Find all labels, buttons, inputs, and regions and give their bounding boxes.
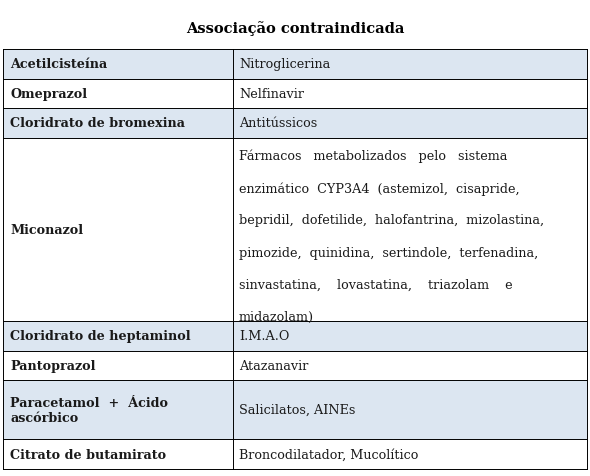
Text: sinvastatina,    lovastatina,    triazolam    e: sinvastatina, lovastatina, triazolam e [239, 278, 513, 291]
Text: pimozide,  quinidina,  sertindole,  terfenadina,: pimozide, quinidina, sertindole, terfena… [239, 246, 538, 259]
Text: Pantoprazol: Pantoprazol [10, 359, 96, 372]
Text: bepridil,  dofetilide,  halofantrina,  mizolastina,: bepridil, dofetilide, halofantrina, mizo… [239, 214, 544, 227]
Text: I.M.A.O: I.M.A.O [239, 329, 289, 343]
Text: Atazanavir: Atazanavir [239, 359, 309, 372]
Bar [3, 439, 587, 469]
Bar [3, 351, 587, 380]
Bar [3, 380, 587, 439]
Bar [3, 79, 587, 109]
Text: enzimático  CYP3A4  (astemizol,  cisapride,: enzimático CYP3A4 (astemizol, cisapride, [239, 182, 520, 195]
Bar [3, 109, 587, 139]
Text: Miconazol: Miconazol [10, 223, 83, 237]
Text: Associação contraindicada: Associação contraindicada [186, 21, 404, 36]
Bar [3, 139, 587, 321]
Text: Nelfinavir: Nelfinavir [239, 88, 304, 101]
Text: Citrato de butamirato: Citrato de butamirato [10, 447, 166, 461]
Text: Nitroglicerina: Nitroglicerina [239, 58, 330, 71]
Text: Fármacos   metabolizados   pelo   sistema: Fármacos metabolizados pelo sistema [239, 149, 507, 163]
Bar [3, 321, 587, 351]
Text: Cloridrato de bromexina: Cloridrato de bromexina [10, 117, 185, 130]
Text: Salicilatos, AINEs: Salicilatos, AINEs [239, 403, 355, 416]
Text: Cloridrato de heptaminol: Cloridrato de heptaminol [10, 329, 191, 343]
Text: Antitússicos: Antitússicos [239, 117, 317, 130]
Text: Acetilcisteína: Acetilcisteína [10, 58, 107, 71]
Text: midazolam): midazolam) [239, 310, 314, 323]
Text: Broncodilatador, Mucolítico: Broncodilatador, Mucolítico [239, 447, 418, 461]
Text: Omeprazol: Omeprazol [10, 88, 87, 101]
Bar [3, 50, 587, 79]
Text: Paracetamol  +  Ácido
ascórbico: Paracetamol + Ácido ascórbico [10, 396, 168, 424]
